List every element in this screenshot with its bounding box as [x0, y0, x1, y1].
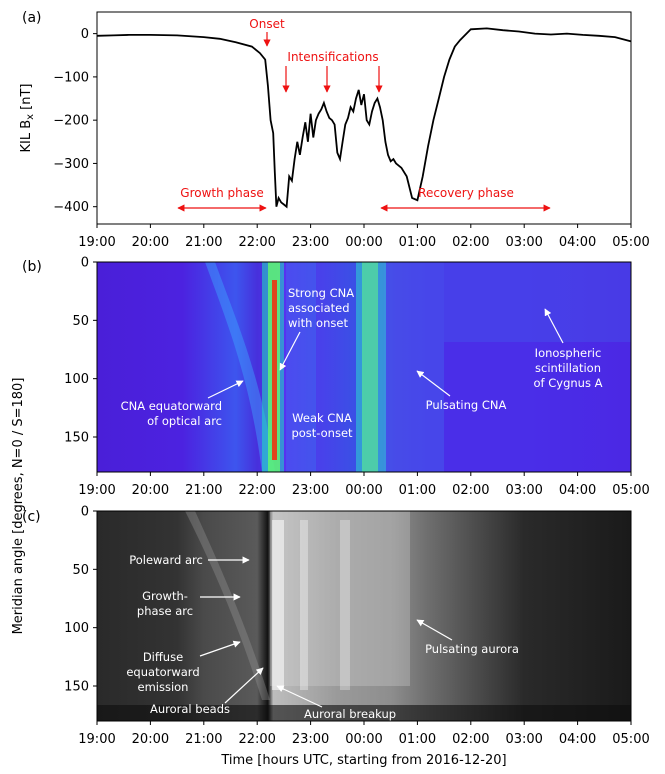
- x-tick-label: 22:00: [238, 483, 275, 498]
- panel-a-y-ticks: 0 −100 −200 −300 −400: [53, 27, 97, 215]
- x-tick-label: 23:00: [292, 235, 329, 250]
- weak-cna-label-1: Weak CNA: [292, 411, 352, 425]
- strong-cna-label-3: with onset: [288, 316, 348, 330]
- panel-c-label: (c): [22, 509, 41, 525]
- y-tick-label: −400: [53, 200, 89, 215]
- panel-a-label: (a): [22, 10, 42, 26]
- panel-a-ylabel: KIL Bx [nT]: [19, 83, 36, 152]
- pulsating-aurora-arrow: [416, 619, 453, 641]
- diffuse-label-3: emission: [138, 680, 189, 694]
- x-tick-label: 01:00: [399, 235, 436, 250]
- onset-label: Onset: [249, 17, 285, 31]
- ionospheric-arrow: [544, 308, 564, 344]
- panel-b-y-ticks: 0 50 100 150: [64, 256, 97, 446]
- diffuse-label-2: equatorward: [126, 665, 199, 679]
- panel-b-label: (b): [22, 259, 42, 275]
- bx-series-line: [96, 27, 632, 209]
- x-tick-label: 20:00: [132, 483, 169, 498]
- weak-cna-label-2: post-onset: [291, 426, 353, 440]
- x-tick-label: 23:00: [292, 732, 329, 747]
- y-tick-label: −300: [53, 157, 89, 172]
- x-tick-label: 22:00: [238, 235, 275, 250]
- x-tick-label: 01:00: [399, 732, 436, 747]
- x-tick-label: 00:00: [345, 483, 382, 498]
- poleward-arc-label: Poleward arc: [129, 553, 203, 567]
- x-tick-label: 21:00: [185, 732, 222, 747]
- strong-cna-arrow: [279, 331, 301, 371]
- x-tick-label: 21:00: [185, 235, 222, 250]
- cna-equatorward-label-2: of optical arc: [147, 414, 222, 428]
- pulsating-cna-arrow: [416, 370, 451, 397]
- x-tick-label: 23:00: [292, 483, 329, 498]
- x-tick-label: 02:00: [452, 235, 489, 250]
- x-tick-label: 05:00: [612, 732, 649, 747]
- panel-a-axes: [96, 11, 632, 225]
- y-tick-label: 50: [72, 314, 89, 329]
- growth-phase-arc-label-1: Growth-: [142, 589, 188, 603]
- x-tick-label: 00:00: [345, 235, 382, 250]
- pulsating-aurora-label: Pulsating aurora: [425, 642, 519, 656]
- ionospheric-label-2: scintillation: [535, 361, 601, 375]
- y-tick-label: 150: [64, 680, 89, 695]
- y-tick-label: −200: [53, 114, 89, 129]
- panel-a-x-ticks: 19:00 20:00 21:00 22:00 23:00 00:00 01:00 02:00…: [78, 224, 650, 250]
- y-tick-label: 0: [81, 256, 89, 271]
- y-tick-label: 0: [81, 505, 89, 520]
- diffuse-label-1: Diffuse: [143, 650, 183, 664]
- shared-ylabel: Meridian angle [degrees, N=0 / S=180]: [11, 378, 26, 635]
- x-axis-label: Time [hours UTC, starting from 2016-12-2…: [220, 753, 506, 768]
- cna-equatorward-arrow: [207, 380, 244, 399]
- x-tick-label: 03:00: [505, 235, 542, 250]
- growth-phase-arc-label-2: phase arc: [137, 604, 193, 618]
- x-tick-label: 19:00: [78, 235, 115, 250]
- x-tick-label: 02:00: [452, 483, 489, 498]
- recovery-phase-label: Recovery phase: [418, 186, 514, 200]
- x-tick-label: 20:00: [132, 732, 169, 747]
- x-tick-label: 04:00: [559, 483, 596, 498]
- panel-c-heatmap-features: [97, 511, 631, 721]
- x-tick-label: 04:00: [559, 732, 596, 747]
- intensifications-label: Intensifications: [287, 50, 378, 64]
- pulsating-cna-label: Pulsating CNA: [426, 398, 507, 412]
- x-tick-label: 04:00: [559, 235, 596, 250]
- y-tick-label: 0: [81, 27, 89, 42]
- y-tick-label: 50: [72, 563, 89, 578]
- y-tick-label: −100: [53, 70, 89, 85]
- panel-c-x-ticks: 19:00 20:00 21:00 22:00 23:00 00:00 01:00 02:00…: [78, 721, 650, 747]
- auroral-beads-arrow: [224, 667, 264, 704]
- x-tick-label: 05:00: [612, 483, 649, 498]
- strong-cna-label-2: associated: [288, 301, 350, 315]
- y-tick-label: 150: [64, 431, 89, 446]
- y-tick-label: 100: [64, 621, 89, 636]
- x-tick-label: 19:00: [78, 732, 115, 747]
- panel-c-heatmap: [97, 511, 631, 721]
- panel-c-y-ticks: 0 50 100 150: [64, 505, 97, 695]
- panel-b-heatmap-features: [205, 262, 631, 472]
- x-tick-label: 03:00: [505, 732, 542, 747]
- x-tick-label: 05:00: [612, 235, 649, 250]
- x-tick-label: 20:00: [132, 235, 169, 250]
- ionospheric-label-1: Ionospheric: [535, 346, 602, 360]
- x-tick-label: 00:00: [345, 732, 382, 747]
- x-tick-label: 22:00: [238, 732, 275, 747]
- x-tick-label: 03:00: [505, 483, 542, 498]
- x-tick-label: 19:00: [78, 483, 115, 498]
- x-tick-label: 02:00: [452, 732, 489, 747]
- growth-phase-label: Growth phase: [180, 186, 263, 200]
- y-tick-label: 100: [64, 372, 89, 387]
- panel-b-x-ticks: 19:00 20:00 21:00 22:00 23:00 00:00 01:00 02:00…: [78, 472, 650, 498]
- x-tick-label: 21:00: [185, 483, 222, 498]
- x-tick-label: 01:00: [399, 483, 436, 498]
- auroral-beads-label: Auroral beads: [150, 702, 230, 716]
- auroral-breakup-arrow: [276, 685, 323, 708]
- diffuse-arrow: [199, 640, 241, 657]
- ionospheric-label-3: of Cygnus A: [534, 376, 603, 390]
- strong-cna-label-1: Strong CNA: [288, 286, 354, 300]
- auroral-breakup-label: Auroral breakup: [304, 707, 396, 721]
- cna-equatorward-label-1: CNA equatorward: [121, 399, 222, 413]
